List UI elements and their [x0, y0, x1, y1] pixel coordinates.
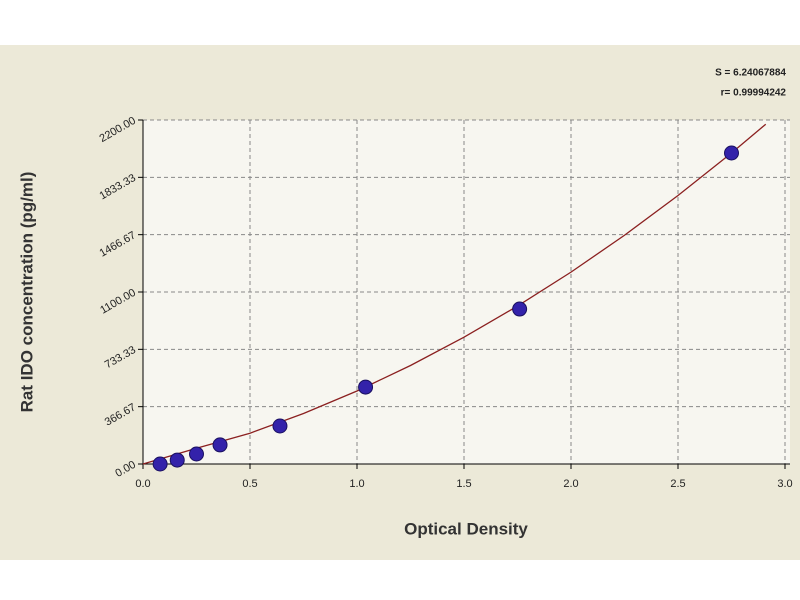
x-tick-label: 3.0 — [777, 478, 792, 490]
data-point — [358, 379, 374, 395]
y-axis-title: Rat IDO concentration (pg/ml) — [17, 172, 36, 413]
data-point — [212, 437, 228, 453]
x-tick-label: 0.5 — [242, 478, 257, 490]
annotation: r= 0.99994242 — [721, 88, 787, 99]
data-point — [152, 456, 168, 472]
x-tick-label: 0.0 — [135, 478, 150, 490]
data-point — [724, 145, 739, 161]
x-tick-label: 1.5 — [456, 478, 471, 490]
data-point — [512, 301, 528, 317]
x-tick-label: 2.0 — [563, 478, 578, 490]
data-point — [272, 418, 288, 434]
annotation: S = 6.24067884 — [715, 68, 786, 79]
x-tick-label: 1.0 — [349, 478, 364, 490]
data-point — [189, 446, 204, 462]
fit-curve — [142, 123, 767, 465]
x-tick-label: 2.5 — [670, 478, 685, 490]
data-point — [169, 452, 185, 468]
x-axis-title: Optical Density — [404, 519, 528, 538]
